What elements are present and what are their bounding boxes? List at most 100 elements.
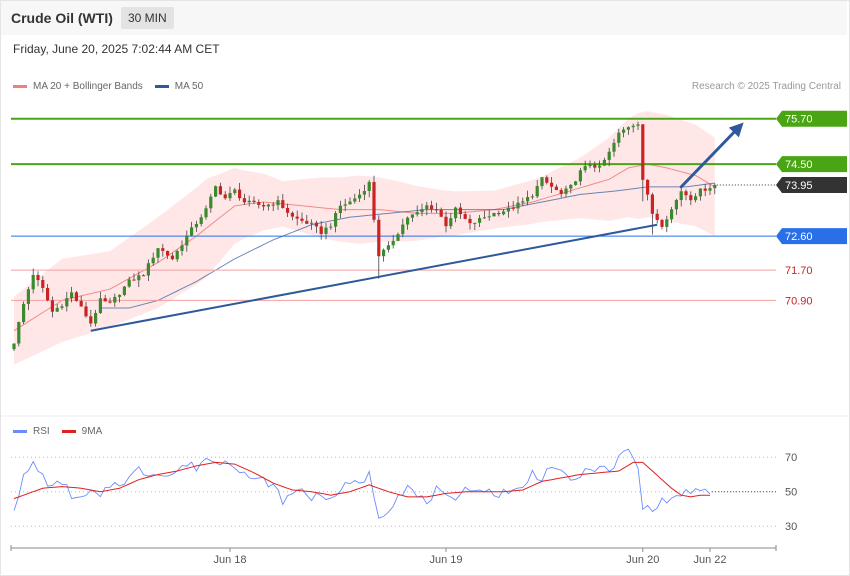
candle-body <box>329 226 333 228</box>
candle-body <box>151 257 155 264</box>
candle-body <box>228 193 232 199</box>
candle <box>362 184 366 201</box>
candle-body <box>713 184 717 189</box>
candle-body <box>545 177 549 183</box>
candle <box>266 203 270 211</box>
candle-body <box>439 209 443 217</box>
candle <box>31 268 35 294</box>
candle-body <box>89 316 93 324</box>
legend-item-rsi-ma: 9MA <box>61 426 102 437</box>
candle <box>478 214 482 227</box>
candle <box>674 198 678 215</box>
candle <box>444 211 448 233</box>
candle-body <box>70 292 74 299</box>
candle <box>468 214 472 230</box>
candle-body <box>574 181 578 185</box>
level-label-74.50: 74.50 <box>785 159 813 171</box>
candle <box>238 182 242 201</box>
candle-body <box>420 209 424 213</box>
candle <box>262 201 266 211</box>
candle-body <box>343 204 347 206</box>
ma20-swatch <box>13 85 27 88</box>
candle-body <box>65 298 69 307</box>
candle <box>305 214 309 225</box>
price-levels <box>11 117 776 301</box>
candle <box>146 259 150 281</box>
ma50-swatch <box>154 85 169 88</box>
candles <box>12 121 717 352</box>
candle <box>228 186 232 202</box>
legend-item-ma50: MA 50 <box>154 81 203 92</box>
candle <box>473 222 477 230</box>
candle <box>190 221 194 237</box>
candle-body <box>430 205 434 210</box>
candle-body <box>367 182 371 191</box>
candle-body <box>535 186 539 197</box>
x-tick-label: Jun 18 <box>213 554 246 566</box>
candle-body <box>194 223 198 228</box>
timeframe-badge[interactable]: 30 MIN <box>121 7 174 29</box>
candle <box>511 201 515 211</box>
candle-body <box>473 222 477 224</box>
candle-body <box>646 179 650 195</box>
candle-body <box>271 204 275 206</box>
candle-body <box>607 151 611 160</box>
candle <box>521 197 525 206</box>
candle-body <box>319 226 323 234</box>
candle <box>492 212 496 217</box>
candle-body <box>502 211 506 215</box>
candle <box>70 286 74 303</box>
candle <box>382 248 386 262</box>
candle <box>65 291 69 312</box>
candle-body <box>540 177 544 187</box>
candle <box>108 297 112 304</box>
candle-body <box>266 204 270 207</box>
candle-body <box>12 343 16 350</box>
candle <box>602 157 606 166</box>
candle <box>684 189 688 201</box>
candle-body <box>391 240 395 246</box>
rsi-swatch <box>13 430 27 433</box>
x-tick-label: Jun 22 <box>693 554 726 566</box>
candle-body <box>257 202 261 205</box>
candle <box>334 211 338 233</box>
candle <box>530 194 534 200</box>
rsi-ma-line <box>13 461 710 500</box>
candle-body <box>415 212 419 215</box>
candle-body <box>410 214 414 218</box>
candle <box>607 147 611 167</box>
legend-rsi-label: RSI <box>33 426 50 437</box>
level-label-72.60: 72.60 <box>785 231 813 243</box>
candle-body <box>593 164 597 168</box>
candle-body <box>209 196 213 209</box>
candle <box>650 192 654 235</box>
candle <box>247 195 251 207</box>
candle-body <box>50 300 54 312</box>
candle-body <box>670 209 674 220</box>
candle <box>458 203 462 220</box>
legend-item-rsi: RSI <box>13 426 50 437</box>
candle <box>180 240 184 256</box>
candle <box>430 200 434 213</box>
candle-body <box>626 127 630 130</box>
rsi-lines <box>13 448 776 519</box>
candle-body <box>530 196 534 198</box>
candle-body <box>290 212 294 217</box>
candle <box>516 196 520 214</box>
candle-body <box>22 303 26 323</box>
candle <box>295 210 299 226</box>
candle-body <box>617 132 621 143</box>
candle <box>353 193 357 204</box>
candle <box>343 198 347 212</box>
candle <box>74 291 78 302</box>
candle-body <box>660 220 664 227</box>
candle-body <box>98 298 102 313</box>
candle <box>46 284 50 302</box>
rsi-panel: 70 50 30 <box>11 448 797 533</box>
candle-body <box>74 292 78 301</box>
candle <box>665 215 669 233</box>
candle <box>89 309 93 327</box>
legend-ma20-label: MA 20 + Bollinger Bands <box>33 81 143 92</box>
candle <box>708 184 712 196</box>
level-labels: 75.70 74.50 72.60 71.70 70.90 73.95 <box>776 110 847 307</box>
